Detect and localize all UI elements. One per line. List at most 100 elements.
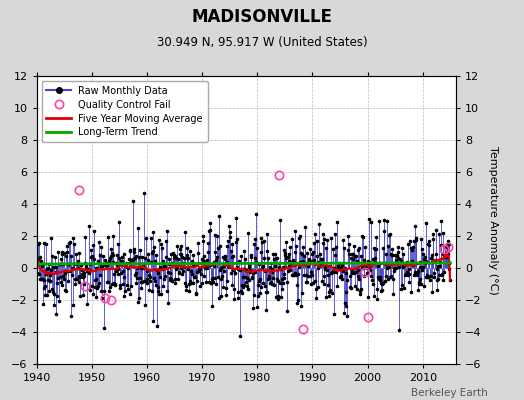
Point: [136, 265, 145, 271]
Point: [92, 275, 100, 282]
Point: [410, 238, 418, 244]
Point: [328, 268, 336, 275]
Point: [41, 292, 50, 298]
Point: [93, 285, 102, 292]
Point: [341, 300, 350, 306]
Point: [252, 259, 260, 266]
Point: [318, 256, 326, 262]
Point: [399, 262, 408, 269]
Point: [158, 266, 166, 272]
Point: [285, 263, 293, 269]
Point: [423, 272, 431, 278]
Point: [246, 267, 254, 273]
Point: [323, 237, 331, 243]
Point: [336, 273, 345, 280]
Point: [410, 222, 419, 229]
Point: [48, 286, 56, 292]
Point: [395, 326, 403, 333]
Point: [347, 251, 356, 257]
Point: [378, 287, 386, 293]
Point: [333, 218, 342, 225]
Point: [396, 259, 405, 266]
Point: [270, 263, 279, 269]
Point: [254, 282, 262, 288]
Point: [386, 251, 395, 257]
Point: [389, 291, 397, 297]
Point: [229, 253, 237, 259]
Point: [256, 276, 264, 282]
Point: [210, 232, 219, 238]
Point: [117, 254, 126, 260]
Point: [320, 281, 329, 288]
Point: [241, 274, 249, 280]
Point: [270, 256, 278, 262]
Point: [296, 233, 304, 240]
Point: [364, 259, 373, 265]
Point: [244, 286, 252, 292]
Point: [171, 276, 179, 282]
Point: [125, 256, 133, 263]
Point: [167, 251, 176, 257]
Point: [304, 256, 313, 262]
Point: [190, 261, 198, 268]
Point: [274, 296, 282, 302]
Point: [367, 277, 376, 284]
Point: [127, 283, 135, 289]
Point: [428, 252, 436, 258]
Point: [223, 259, 231, 266]
Point: [418, 246, 426, 252]
Point: [79, 274, 88, 280]
Point: [352, 253, 360, 260]
Point: [98, 263, 106, 270]
Point: [205, 279, 213, 285]
Point: [128, 198, 137, 205]
Point: [285, 258, 293, 264]
Point: [357, 232, 366, 239]
Point: [226, 234, 234, 240]
Point: [192, 291, 200, 297]
Point: [116, 281, 124, 288]
Point: [154, 270, 162, 277]
Point: [262, 289, 270, 295]
Point: [282, 308, 291, 314]
Point: [330, 311, 338, 318]
Point: [133, 274, 141, 281]
Point: [249, 305, 257, 312]
Point: [229, 266, 237, 273]
Point: [340, 310, 348, 317]
Point: [444, 251, 452, 258]
Point: [171, 252, 180, 259]
Point: [57, 256, 65, 262]
Point: [407, 289, 416, 295]
Point: [145, 287, 153, 294]
Point: [187, 268, 195, 274]
Point: [427, 272, 435, 279]
Point: [207, 280, 215, 286]
Point: [310, 240, 318, 246]
Point: [85, 270, 93, 276]
Point: [103, 261, 112, 268]
Point: [353, 247, 362, 254]
Point: [67, 313, 75, 319]
Point: [140, 190, 148, 196]
Point: [51, 254, 59, 260]
Point: [380, 260, 389, 266]
Point: [379, 280, 387, 286]
Point: [73, 276, 81, 282]
Point: [368, 260, 376, 266]
Point: [224, 263, 233, 269]
Point: [414, 286, 422, 293]
Point: [299, 244, 307, 250]
Point: [57, 249, 66, 255]
Point: [352, 269, 361, 275]
Point: [321, 266, 329, 272]
Point: [130, 249, 138, 256]
Point: [367, 219, 375, 225]
Point: [424, 274, 432, 280]
Point: [41, 283, 49, 290]
Point: [104, 234, 113, 240]
Point: [177, 242, 185, 249]
Point: [112, 260, 121, 267]
Point: [248, 274, 256, 280]
Point: [386, 274, 394, 280]
